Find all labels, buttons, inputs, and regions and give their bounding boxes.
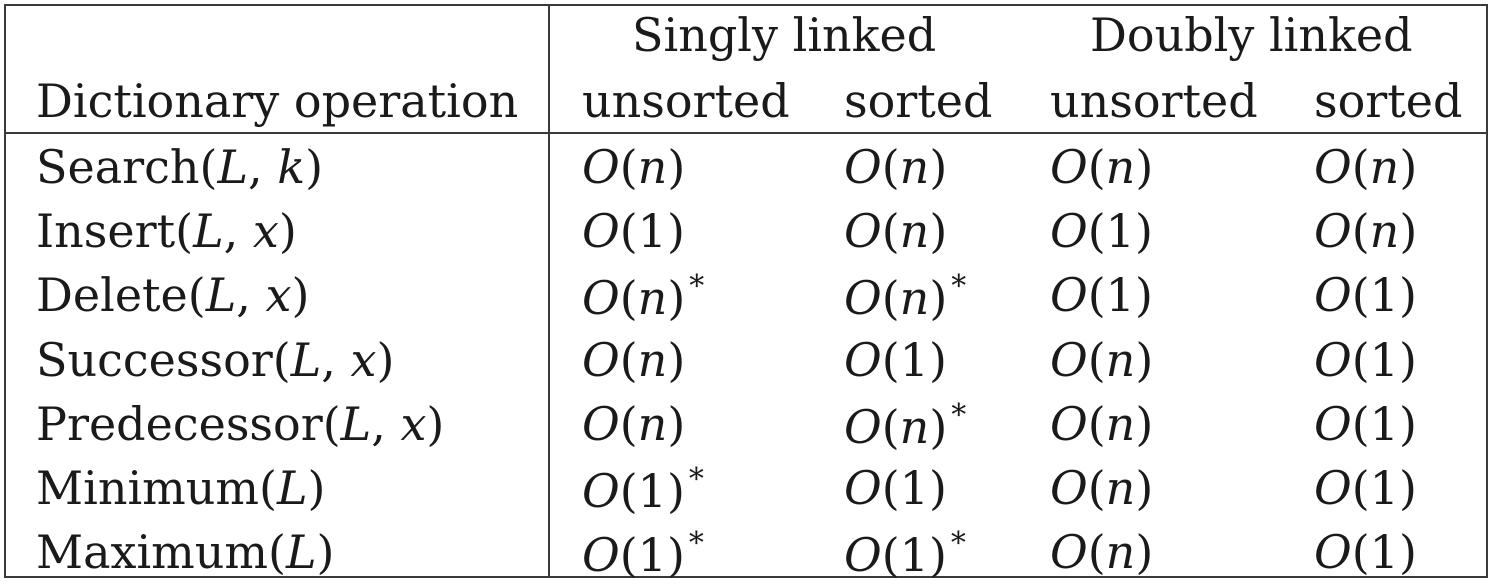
complexity-table <box>4 4 1488 578</box>
complexity-cell: O(n) <box>1314 204 1418 259</box>
column-header-doubly-sorted: sorted <box>1314 74 1463 128</box>
complexity-cell: O(n) <box>1050 461 1154 515</box>
complexity-cell: O(n) <box>844 140 948 194</box>
operation-name: Predecessor <box>36 396 323 451</box>
complexity-cell: O(n) <box>1050 525 1154 580</box>
operation-args: L, k <box>217 140 306 194</box>
complexity-cell: O(1) <box>844 332 947 387</box>
operation-name: Search <box>36 140 200 194</box>
operation-name: Minimum <box>36 461 260 515</box>
operation-search: Search(L, k) <box>36 140 324 194</box>
complexity-cell: O(n) <box>1314 140 1418 194</box>
column-header-singly-unsorted: unsorted <box>582 74 790 128</box>
header-divider <box>4 132 1488 134</box>
complexity-cell: O(1) <box>1314 268 1417 323</box>
complexity-cell: O(1) <box>1314 332 1417 387</box>
row-label-header: Dictionary operation <box>36 74 519 128</box>
operation-name: Successor <box>36 332 273 387</box>
column-header-singly-sorted: sorted <box>844 74 993 128</box>
complexity-cell: O(n) * <box>582 269 705 326</box>
operation-args: L, x <box>340 396 427 451</box>
complexity-cell: O(n) <box>1050 396 1154 451</box>
footnote-star: * <box>689 269 705 305</box>
operation-name: Maximum <box>36 525 269 580</box>
group-header-doubly-linked: Doubly linked <box>1090 8 1413 62</box>
operation-args: L <box>286 525 317 580</box>
operation-maximum: Maximum(L) <box>36 525 335 580</box>
complexity-cell: O(n) * <box>844 269 967 326</box>
footnote-star: * <box>951 397 967 433</box>
complexity-cell: O(1) <box>1050 204 1153 259</box>
operation-insert: Insert(L, x) <box>36 204 297 259</box>
operation-successor: Successor(L, x) <box>36 332 395 387</box>
complexity-cell: O(n) <box>1050 332 1154 387</box>
column-header-doubly-unsorted: unsorted <box>1050 74 1258 128</box>
operation-args: L <box>276 461 308 515</box>
column-divider <box>548 4 550 578</box>
complexity-cell: O(n) <box>1050 140 1154 194</box>
complexity-cell: O(1) * <box>582 462 704 518</box>
complexity-cell: O(1) <box>1050 268 1153 323</box>
operation-args: L, x <box>290 332 377 387</box>
operation-name: Insert <box>36 204 176 259</box>
operation-args: L, x <box>193 204 279 259</box>
complexity-cell: O(n) <box>582 396 686 451</box>
complexity-cell: O(1) <box>582 204 685 259</box>
operation-minimum: Minimum(L) <box>36 461 326 515</box>
group-header-singly-linked: Singly linked <box>632 8 937 62</box>
complexity-cell: O(n) * <box>844 397 967 454</box>
complexity-cell: O(1) <box>844 461 947 515</box>
complexity-cell: O(n) <box>582 140 686 194</box>
complexity-cell: O(1) * <box>582 526 704 583</box>
footnote-star: * <box>688 526 704 562</box>
operation-name: Delete <box>36 268 188 323</box>
footnote-star: * <box>688 462 704 497</box>
footnote-star: * <box>950 526 966 562</box>
complexity-cell: O(1) <box>1314 525 1417 580</box>
complexity-cell: O(1) <box>1314 461 1417 515</box>
operation-args: L, x <box>205 268 292 323</box>
operation-delete: Delete(L, x) <box>36 268 310 323</box>
operation-predecessor: Predecessor(L, x) <box>36 396 445 451</box>
complexity-cell: O(1) * <box>844 526 966 583</box>
complexity-cell: O(n) <box>582 332 686 387</box>
complexity-cell: O(1) <box>1314 396 1417 451</box>
footnote-star: * <box>951 269 967 305</box>
complexity-cell: O(n) <box>844 204 948 259</box>
